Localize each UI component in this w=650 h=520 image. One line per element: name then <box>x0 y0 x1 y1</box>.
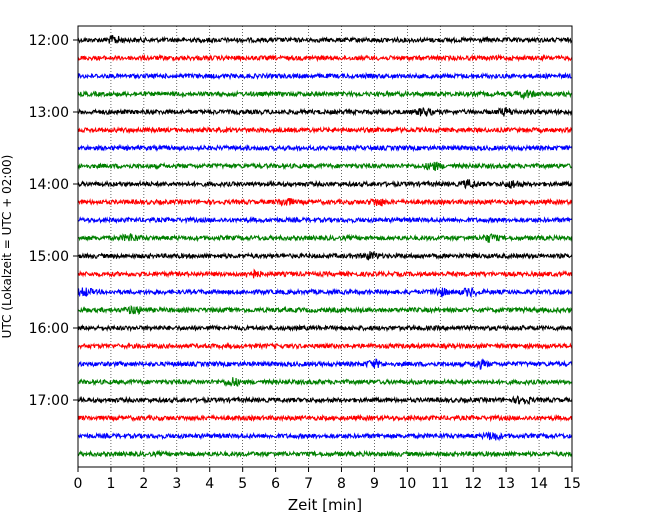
x-tick-label: 13 <box>497 476 515 492</box>
trace-1215 <box>77 53 573 63</box>
x-tick-label: 8 <box>337 476 346 492</box>
trace-1730 <box>77 430 573 442</box>
y-tick-label: 13:00 <box>29 105 69 121</box>
trace-1745 <box>77 449 573 459</box>
trace-1400 <box>77 179 573 190</box>
y-tick-label: 16:00 <box>29 321 69 337</box>
x-tick-label: 4 <box>205 476 214 492</box>
trace-1500 <box>77 251 573 261</box>
x-tick-label: 12 <box>464 476 482 492</box>
trace-1615 <box>77 341 573 351</box>
trace-1430 <box>77 215 573 225</box>
trace-1700 <box>77 395 573 406</box>
trace-1200 <box>77 34 573 45</box>
y-axis-label: UTC (Lokalzeit = UTC + 02:00) <box>0 155 14 339</box>
y-axis: 12:00 13:00 14:00 15:00 16:00 17:00 <box>29 33 78 409</box>
x-tick-label: 14 <box>530 476 548 492</box>
x-tick-label: 10 <box>398 476 416 492</box>
x-tick-label: 1 <box>106 476 115 492</box>
trace-1445 <box>77 233 573 243</box>
trace-1345 <box>77 161 573 172</box>
x-axis: 0 1 2 3 4 5 6 7 8 9 10 11 12 13 14 15 <box>74 467 581 492</box>
trace-1300 <box>77 106 573 117</box>
traces <box>77 34 573 459</box>
trace-1415 <box>77 197 573 207</box>
y-tick-label: 17:00 <box>29 393 69 409</box>
trace-1230 <box>77 71 573 81</box>
x-tick-label: 3 <box>172 476 181 492</box>
trace-1515 <box>77 268 573 279</box>
x-axis-label: Zeit [min] <box>288 496 362 514</box>
x-tick-label: 7 <box>304 476 313 492</box>
trace-1645 <box>77 377 573 387</box>
x-tick-label: 6 <box>271 476 280 492</box>
x-tick-label: 2 <box>139 476 148 492</box>
y-tick-label: 15:00 <box>29 249 69 265</box>
x-tick-label: 11 <box>431 476 449 492</box>
x-tick-label: 9 <box>370 476 379 492</box>
trace-1600 <box>77 323 573 333</box>
plot-frame <box>77 25 573 468</box>
x-tick-label: 5 <box>238 476 247 492</box>
y-tick-label: 14:00 <box>29 177 69 193</box>
x-tick-label: 15 <box>563 476 581 492</box>
trace-1330 <box>77 143 573 153</box>
trace-1715 <box>77 413 573 423</box>
y-tick-label: 12:00 <box>29 33 69 49</box>
x-tick-label: 0 <box>74 476 83 492</box>
trace-1630 <box>77 358 573 370</box>
trace-1315 <box>77 125 573 135</box>
trace-1245 <box>77 89 573 101</box>
trace-1545 <box>77 304 573 316</box>
trace-1530 <box>77 286 573 299</box>
